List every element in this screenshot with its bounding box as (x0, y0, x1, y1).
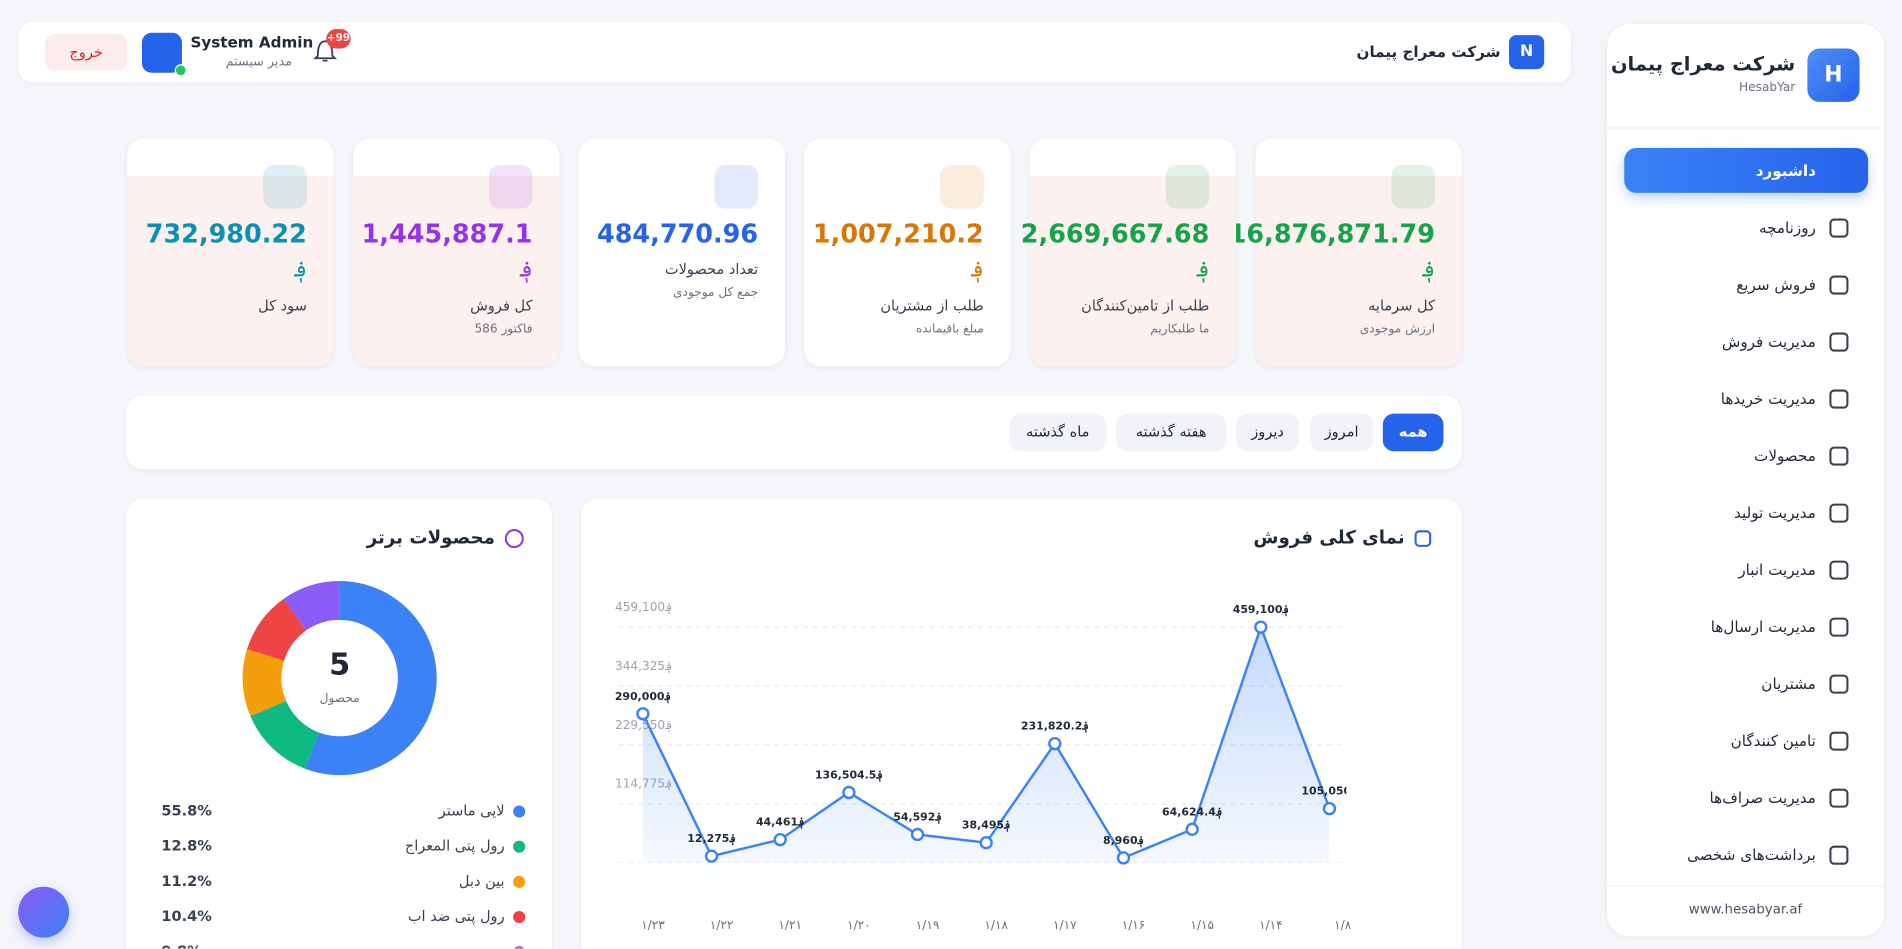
menu-active (1624, 147, 1869, 193)
stat-label: کل سرمایه (1368, 297, 1435, 315)
sidebar-subtitle: HesabYar (1739, 81, 1796, 95)
menu-item[interactable]: داشبورد (1755, 161, 1816, 180)
stat-note: ما طلبکاریم (1150, 322, 1210, 337)
stat-card (127, 138, 334, 367)
stat-value: 732,980.22 (145, 219, 307, 249)
user-name: System Admin (190, 32, 314, 51)
menu-item[interactable]: مدیریت تولید (1734, 503, 1816, 522)
stat-note: جمع کل موجودی (673, 286, 759, 300)
stat-label: طلب از تامین‌کنندگان (1081, 297, 1210, 315)
divider (1607, 885, 1884, 887)
stat-icon (1391, 164, 1435, 209)
sidebar-title: شرکت معراج پیمان (1610, 52, 1796, 76)
products-card (126, 498, 552, 949)
logout-button[interactable]: خروج (44, 33, 128, 71)
sidebar-footer: www.hesabyar.af (1688, 901, 1803, 918)
stat-value: 1,445,887.1 (361, 219, 533, 249)
stat-icon (940, 164, 984, 209)
chart-title: نمای کلی فروش (1253, 526, 1405, 549)
stat-currency: ؋ (1196, 257, 1210, 283)
stat-card (578, 138, 785, 367)
menu-item[interactable]: مدیریت خریدها (1720, 389, 1816, 408)
filter-button[interactable]: همه (1382, 413, 1444, 452)
stat-note: ارزش موجودی (1359, 322, 1435, 337)
stat-label: تعداد محصولات (664, 260, 759, 278)
stat-currency: ؋ (519, 257, 533, 283)
badge: +99 (326, 29, 351, 49)
filter-button[interactable]: دیروز (1236, 413, 1300, 452)
sales-card (581, 498, 1462, 949)
filter-button[interactable]: امروز (1310, 413, 1374, 452)
stat-note: مبلغ باقیمانده (915, 322, 984, 337)
stat-icon (488, 164, 533, 209)
filter-button[interactable]: ماه گذشته (1009, 413, 1107, 452)
menu-item[interactable]: مشتریان (1761, 674, 1816, 693)
chart-title: محصولات برتر (366, 526, 495, 549)
keyboard-button[interactable] (18, 886, 70, 938)
menu-item[interactable]: مدیریت ارسال‌ها (1710, 617, 1816, 636)
menu-item[interactable]: تامین کنندگان (1730, 731, 1816, 750)
menu-item[interactable]: برداشت‌های شخصی (1687, 845, 1816, 864)
menu-item[interactable]: مدیریت انبار (1738, 560, 1816, 579)
stat-label: سود کل (258, 297, 307, 315)
stat-value: 2,669,667.68 (1020, 219, 1210, 249)
user-role: مدیر سیستم (225, 54, 292, 70)
header-logo: N (1508, 35, 1545, 70)
header-company: شرکت معراج پیمان (1356, 42, 1501, 61)
stat-value: 484,770.96 (596, 219, 759, 249)
stat-currency: ؋ (1422, 257, 1435, 283)
menu-item[interactable]: محصولات (1754, 446, 1816, 465)
menu-item[interactable]: مدیریت صراف‌ها (1709, 788, 1816, 807)
menu-item[interactable]: مدیریت فروش (1721, 332, 1816, 351)
stat-currency: ؋ (970, 257, 984, 283)
menu-item[interactable]: روزنامچه (1759, 218, 1816, 237)
stat-card (804, 138, 1011, 367)
sidebar-logo: H (1807, 48, 1860, 102)
online-dot (174, 64, 187, 77)
menu-item[interactable]: فروش سریع (1736, 275, 1816, 294)
stat-label: کل فروش (470, 297, 533, 315)
stat-icon (714, 164, 759, 209)
divider (1607, 127, 1884, 129)
stat-icon (263, 164, 307, 209)
stat-icon (1165, 164, 1210, 209)
stat-currency: ؋ (294, 257, 307, 283)
header (18, 21, 1571, 83)
stat-card (1255, 138, 1462, 367)
stat-card (1029, 138, 1237, 367)
stat-value: 1,007,210.2 (812, 219, 984, 249)
stat-label: طلب از مشتریان (880, 297, 984, 315)
filter-button[interactable]: هفته گذشته (1115, 413, 1227, 452)
stat-value: 16,876,871.79 (1228, 219, 1435, 249)
stat-card (352, 138, 560, 367)
stat-note: 586 فاکتور (474, 322, 533, 337)
